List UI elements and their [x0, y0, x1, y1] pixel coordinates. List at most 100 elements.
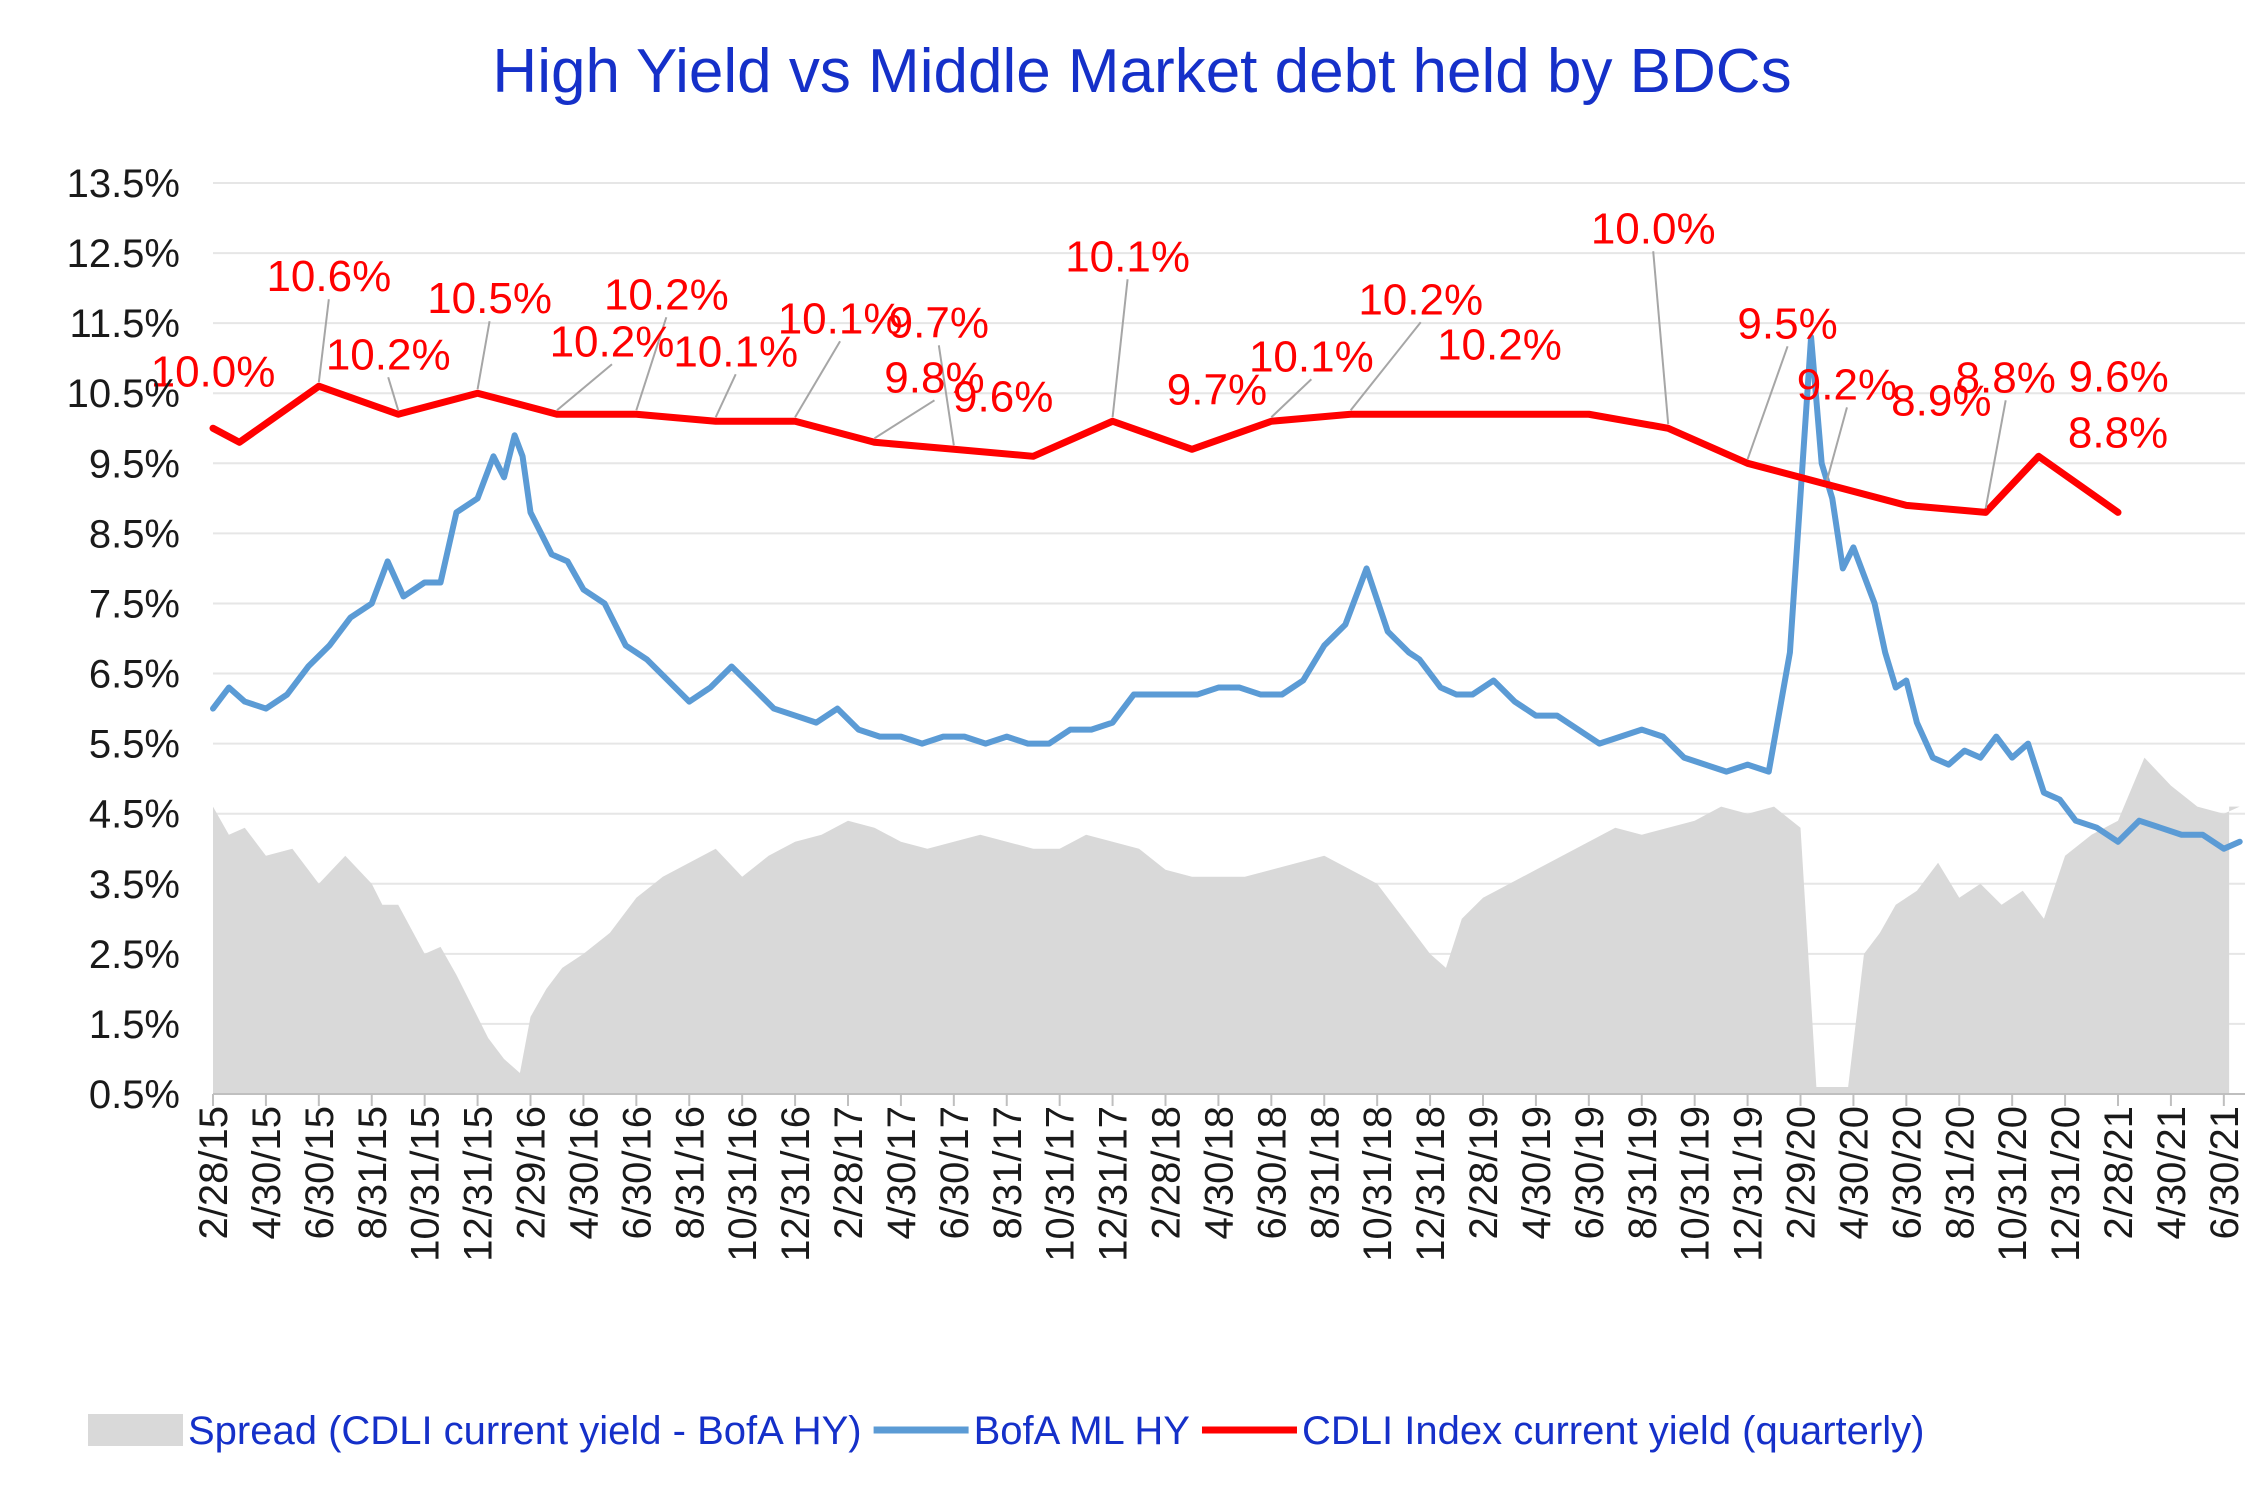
x-tick-label: 10/31/18	[1356, 1106, 1400, 1262]
x-tick-label: 10/31/16	[721, 1106, 765, 1262]
y-tick-label: 12.5%	[67, 232, 180, 276]
label-leader-line	[794, 340, 841, 418]
y-tick-label: 10.5%	[67, 372, 180, 416]
cdli-point	[315, 383, 322, 390]
cdli-point	[1903, 502, 1910, 509]
data-label: 10.0%	[151, 347, 276, 396]
x-tick-label: 6/30/18	[1250, 1106, 1294, 1239]
cdli-point	[1506, 411, 1513, 418]
x-tick-label: 6/30/16	[615, 1106, 659, 1239]
x-tick-label: 6/30/15	[298, 1106, 342, 1239]
data-label: 9.2%	[1797, 360, 1897, 409]
data-label: 8.8%	[2068, 408, 2168, 457]
data-label: 10.5%	[427, 274, 552, 323]
y-tick-label: 11.5%	[70, 302, 180, 346]
data-label: 10.1%	[778, 294, 903, 343]
cdli-point	[395, 411, 402, 418]
cdli-point	[210, 425, 216, 432]
series-lines	[209, 334, 2243, 852]
data-label: 10.2%	[604, 270, 729, 319]
data-label: 9.8%	[884, 353, 984, 402]
label-leader-line	[317, 299, 330, 383]
label-leader-line	[1270, 378, 1313, 418]
x-tick-label: 8/31/18	[1303, 1106, 1347, 1239]
cdli-point	[1585, 411, 1592, 418]
x-tick-label: 4/30/20	[1832, 1106, 1876, 1239]
label-leader-line	[1652, 251, 1670, 425]
x-tick-label: 6/30/21	[2203, 1106, 2247, 1239]
cdli-point	[1982, 509, 1989, 516]
legend-swatch-spread	[88, 1414, 183, 1446]
cdli-point	[792, 418, 799, 425]
spread-area	[213, 757, 2240, 1094]
x-tick-label: 4/30/15	[245, 1106, 289, 1239]
x-tick-label: 12/31/20	[2044, 1106, 2088, 1262]
y-tick-label: 4.5%	[89, 793, 180, 837]
y-axis: 0.5% 1.5% 2.5% 3.5% 4.5% 5.5% 6.5% 7.5% 8.5% 9.5%…	[67, 162, 180, 1117]
y-tick-label: 5.5%	[89, 723, 180, 767]
x-tick-label: 4/30/17	[880, 1106, 924, 1239]
label-leader-line	[1984, 400, 2007, 509]
label-leader-line	[1111, 279, 1129, 418]
cdli-point	[1030, 453, 1037, 460]
cdli-point	[1268, 418, 1275, 425]
x-tick-label: 6/30/17	[933, 1106, 977, 1239]
x-tick-label: 2/28/19	[1462, 1106, 1506, 1239]
x-tick-label: 2/28/15	[192, 1106, 236, 1239]
x-tick-label: 10/31/19	[1674, 1106, 1718, 1262]
data-label: 9.5%	[1737, 299, 1837, 348]
label-leader-line	[1349, 321, 1422, 411]
legend-label: BofA ML HY	[974, 1409, 1190, 1453]
data-label: 9.7%	[1167, 365, 1267, 414]
x-tick-label: 4/30/18	[1197, 1106, 1241, 1239]
cdli-point	[1347, 411, 1354, 418]
cdli-point	[1188, 446, 1195, 453]
cdli-yield-line	[209, 382, 2122, 516]
cdli-point	[1665, 425, 1672, 432]
x-tick-label: 8/31/19	[1621, 1106, 1665, 1239]
x-tick-label: 8/31/15	[351, 1106, 395, 1239]
y-tick-label: 2.5%	[89, 933, 180, 977]
x-tick-label: 12/31/18	[1409, 1106, 1453, 1262]
data-label: 10.1%	[1065, 232, 1190, 281]
cdli-point	[2115, 509, 2121, 516]
label-leader-line	[1746, 345, 1789, 460]
cdli-point	[474, 390, 481, 397]
x-tick-label: 2/28/17	[827, 1106, 871, 1239]
data-labels: 10.0%10.6%10.2%10.5%10.2%10.2%10.1%10.1%…	[151, 204, 2169, 457]
data-label: 10.6%	[266, 252, 391, 301]
y-tick-label: 1.5%	[89, 1003, 180, 1047]
label-leader-line	[635, 316, 668, 411]
cdli-point	[1427, 411, 1434, 418]
cdli-point	[1109, 418, 1116, 425]
cdli-point	[1823, 481, 1830, 488]
x-tick-label: 10/31/15	[404, 1106, 448, 1262]
data-label: 10.1%	[673, 327, 798, 376]
data-label: 10.2%	[1437, 320, 1562, 369]
cdli-point	[633, 411, 640, 418]
label-leader-line	[937, 345, 955, 446]
data-label: 10.2%	[1358, 275, 1483, 324]
legend-label: Spread (CDLI current yield - BofA HY)	[188, 1409, 862, 1453]
x-tick-label: 12/31/16	[774, 1106, 818, 1262]
data-label: 9.6%	[2068, 352, 2168, 401]
y-tick-label: 6.5%	[89, 653, 180, 697]
x-tick-label: 6/30/19	[1568, 1106, 1612, 1239]
data-label: 10.2%	[326, 330, 451, 379]
y-tick-label: 9.5%	[89, 442, 180, 486]
cdli-point	[2035, 453, 2042, 460]
x-tick-label: 6/30/20	[1885, 1106, 1929, 1239]
x-tick-label: 2/28/18	[1145, 1106, 1189, 1239]
x-tick-label: 4/30/19	[1515, 1106, 1559, 1239]
label-leader-line	[556, 363, 613, 412]
x-tick-label: 12/31/17	[1092, 1106, 1136, 1262]
x-tick-label: 4/30/21	[2150, 1106, 2194, 1239]
cdli-point	[1744, 460, 1751, 467]
data-label: 10.2%	[550, 317, 675, 366]
label-leader-lines	[317, 251, 2007, 509]
x-tick-label: 10/31/20	[1991, 1106, 2035, 1262]
label-leader-line	[873, 399, 935, 440]
x-tick-label: 10/31/17	[1039, 1106, 1083, 1262]
data-label: 10.1%	[1249, 332, 1374, 381]
